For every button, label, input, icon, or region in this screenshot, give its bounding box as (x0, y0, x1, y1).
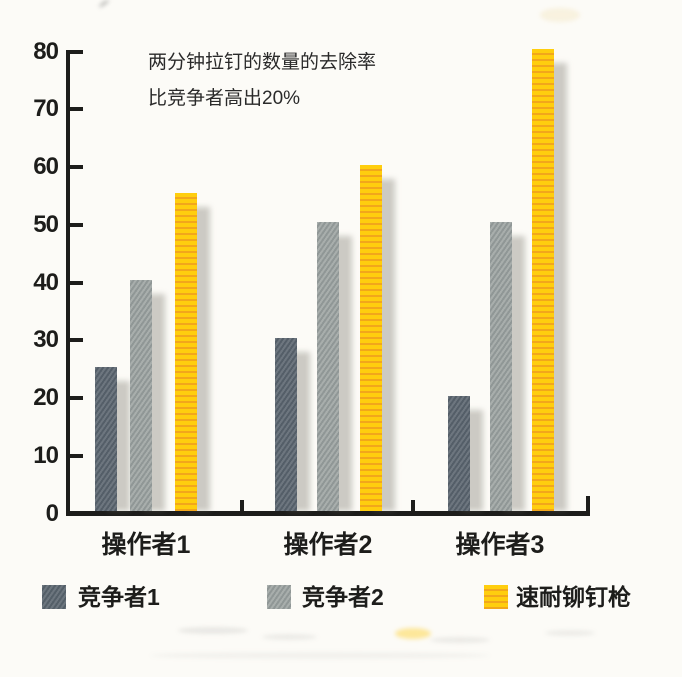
y-tick-label-30: 30 (33, 326, 59, 354)
y-tick-70 (70, 107, 83, 112)
bar-速耐铆钉枪-操作者1 (175, 193, 197, 511)
y-tick-label-60: 60 (33, 153, 59, 180)
y-tick-10 (70, 453, 83, 458)
x-category-label-2: 操作者2 (283, 531, 373, 559)
y-axis-line (66, 50, 70, 516)
bar-竞争者2-操作者3 (490, 222, 512, 511)
scan-artifact (545, 630, 595, 636)
scan-artifact (540, 8, 580, 22)
scan-artifact (395, 628, 431, 639)
scan-artifact (262, 634, 317, 640)
x-axis-separator-tick (240, 500, 244, 511)
legend-label-1: 竞争者1 (78, 584, 160, 610)
legend-swatch-1 (42, 585, 66, 609)
x-axis-separator-tick (411, 500, 415, 511)
x-axis-end-tick (586, 496, 590, 512)
y-tick-20 (70, 396, 83, 400)
x-category-label-1: 操作者1 (101, 531, 191, 559)
bar-竞争者1-操作者3 (448, 395, 470, 511)
annotation-line-2: 比竞争者高出20% (148, 88, 301, 109)
scan-artifact (430, 637, 490, 643)
y-tick-50 (70, 222, 83, 227)
bar-竞争者2-操作者1 (130, 280, 152, 511)
scan-artifact (98, 0, 110, 9)
y-tick-label-50: 50 (33, 210, 59, 238)
y-tick-30 (70, 338, 83, 343)
x-axis-line (66, 511, 590, 516)
bar-竞争者2-操作者2 (317, 222, 339, 511)
legend-swatch-2 (267, 585, 291, 609)
chart-annotation: 两分钟拉钉的数量的去除率 比竞争者高出20% (148, 50, 376, 112)
y-tick-40 (70, 280, 83, 285)
bar-竞争者1-操作者2 (275, 337, 297, 511)
y-tick-label-0: 0 (45, 499, 59, 527)
y-tick-label-10: 10 (33, 441, 59, 469)
x-category-label-3: 操作者3 (455, 531, 545, 559)
bar-速耐铆钉枪-操作者3 (532, 49, 554, 511)
scan-artifact (150, 652, 490, 659)
scan-artifact (178, 627, 248, 634)
legend-swatch-3 (484, 585, 508, 609)
bar-速耐铆钉枪-操作者2 (360, 164, 382, 511)
legend-label-3: 速耐铆钉枪 (516, 584, 631, 610)
y-tick-label-40: 40 (33, 268, 59, 296)
legend-label-2: 竞争者2 (302, 584, 384, 610)
y-tick-label-80: 80 (33, 37, 59, 65)
y-tick-80 (70, 49, 83, 54)
y-tick-label-20: 20 (33, 384, 59, 411)
y-tick-60 (70, 165, 83, 169)
bar-竞争者1-操作者1 (95, 366, 117, 511)
y-tick-label-70: 70 (33, 95, 59, 123)
annotation-line-1: 两分钟拉钉的数量的去除率 (148, 52, 377, 73)
